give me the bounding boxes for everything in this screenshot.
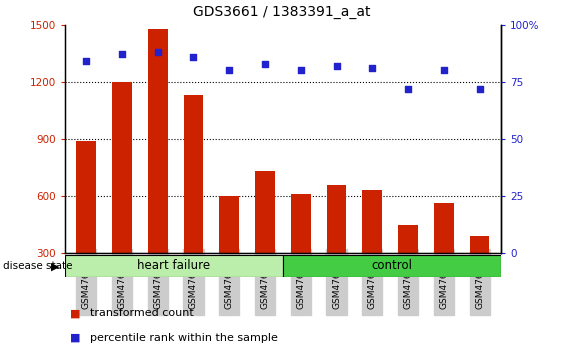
Bar: [398, 224, 418, 310]
Point: [439, 68, 448, 73]
Point: [404, 86, 413, 92]
Point: [82, 58, 91, 64]
Text: disease state: disease state: [3, 261, 72, 271]
Text: transformed count: transformed count: [90, 308, 194, 318]
Bar: [77, 141, 96, 310]
Bar: [112, 82, 132, 310]
Point: [189, 54, 198, 59]
Point: [332, 63, 341, 69]
Point: [225, 68, 234, 73]
Bar: [327, 185, 346, 310]
Bar: [470, 236, 489, 310]
Point: [118, 52, 127, 57]
Bar: [363, 190, 382, 310]
Bar: [434, 203, 454, 310]
Text: control: control: [372, 259, 413, 272]
Point: [475, 86, 484, 92]
Text: ■: ■: [70, 333, 81, 343]
Text: percentile rank within the sample: percentile rank within the sample: [90, 333, 278, 343]
Text: heart failure: heart failure: [137, 259, 211, 272]
Bar: [148, 29, 168, 310]
Bar: [220, 196, 239, 310]
Text: ■: ■: [70, 308, 81, 318]
Bar: [291, 194, 311, 310]
Point: [368, 65, 377, 71]
Bar: [184, 95, 203, 310]
Text: ▶: ▶: [51, 261, 60, 271]
Bar: [65, 255, 283, 277]
Point: [296, 68, 305, 73]
Point: [261, 61, 270, 67]
Text: GDS3661 / 1383391_a_at: GDS3661 / 1383391_a_at: [193, 5, 370, 19]
Bar: [283, 255, 501, 277]
Bar: [255, 171, 275, 310]
Point: [153, 49, 162, 55]
